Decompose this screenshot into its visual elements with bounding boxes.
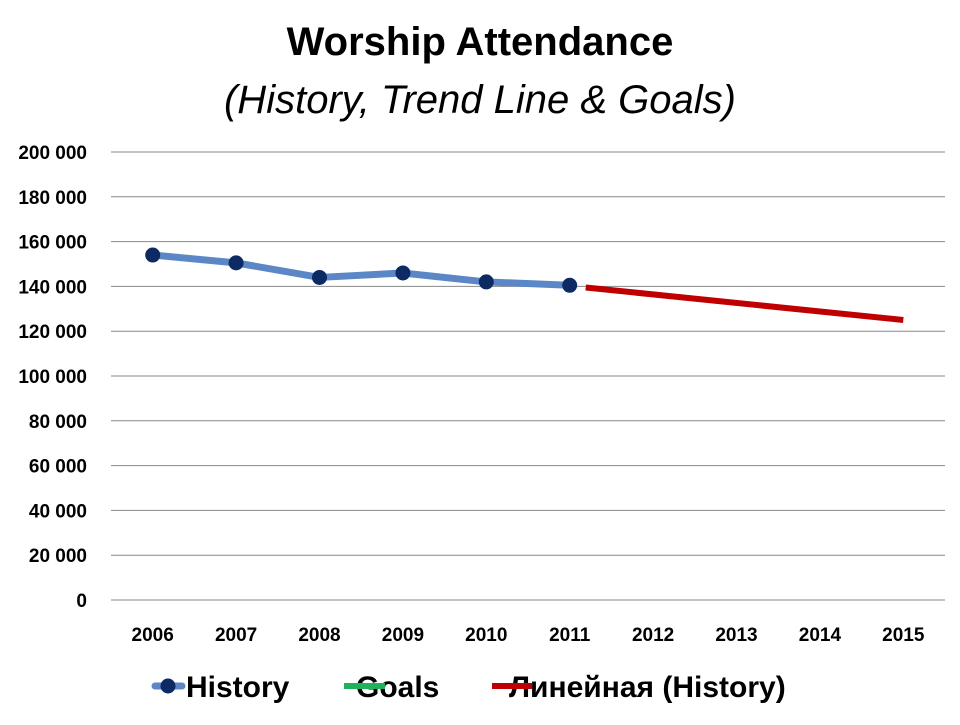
legend-history-marker-icon [160,678,176,694]
data-point-history [562,277,578,293]
x-tick-label: 2010 [465,625,507,646]
legend-history-label: History [186,671,290,704]
y-tick-label: 40 000 [29,501,87,522]
data-point-history [312,269,327,285]
legend-item-goals: Goals [344,671,439,704]
y-axis: 0 20 000 40 000 60 000 80 000 100 000 120 000 1… [18,143,87,612]
x-tick-label: 2012 [632,625,674,646]
y-tick-label: 100 000 [18,367,87,388]
y-tick-label: 60 000 [29,457,87,478]
data-point-history [145,247,161,263]
x-tick-label: 2008 [298,625,340,646]
grid-lines [111,151,945,601]
legend-trend-label: Линейная (History) [509,671,786,704]
data-point-history [228,255,244,271]
x-tick-label: 2014 [799,625,842,646]
x-tick-label: 2009 [382,625,424,646]
series-layer [145,247,904,323]
x-tick-label: 2011 [549,625,591,646]
y-tick-label: 180 000 [18,188,87,209]
x-tick-label: 2006 [132,625,174,646]
y-tick-label: 120 000 [18,322,87,343]
y-tick-label: 140 000 [18,277,87,298]
y-tick-label: 200 000 [18,143,87,164]
x-tick-label: 2015 [882,625,925,646]
x-tick-label: 2013 [715,625,757,646]
legend: History Goals Линейная (History) [151,671,786,704]
y-tick-label: 160 000 [18,233,87,254]
x-tick-label: 2007 [215,625,257,646]
legend-item-trend: Линейная (History) [492,671,786,704]
y-tick-label: 80 000 [29,412,87,433]
data-point-history [395,265,411,281]
y-tick-label: 20 000 [29,546,87,567]
legend-item-history: History [151,671,290,704]
x-axis: 2006 2007 2008 2009 2010 2011 2012 2013 2014 2015 [132,625,925,646]
y-tick-label: 0 [76,591,87,612]
data-point-history [478,274,494,290]
chart-title: Worship Attendance [287,20,674,64]
chart-subtitle: (History, Trend Line & Goals) [224,78,736,122]
series-line-history [149,251,574,289]
series-line-trend [585,284,904,323]
